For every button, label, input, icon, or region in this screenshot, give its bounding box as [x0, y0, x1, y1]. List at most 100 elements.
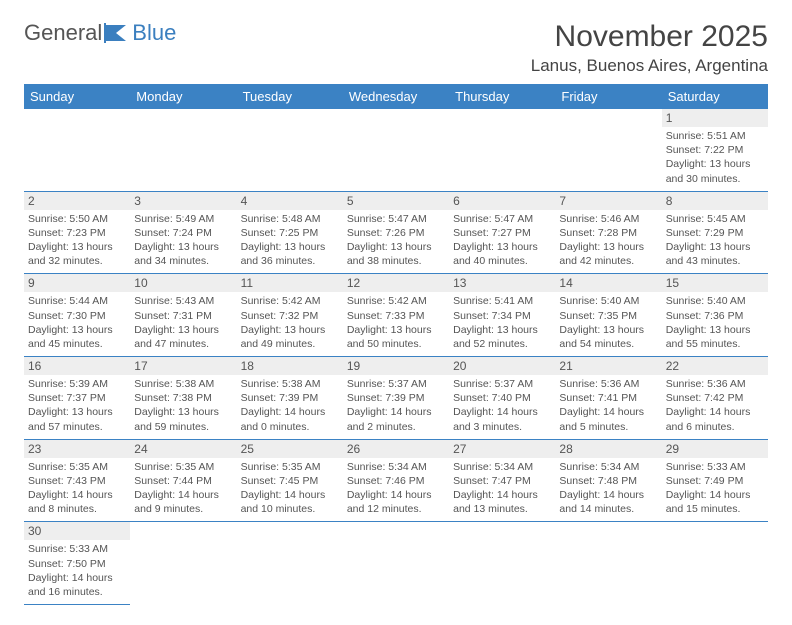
logo-text-left: General	[24, 20, 102, 46]
day-number: 18	[237, 357, 343, 375]
page-title: November 2025	[531, 20, 768, 54]
day-details: Sunrise: 5:44 AMSunset: 7:30 PMDaylight:…	[28, 294, 126, 351]
day-cell: 27 Sunrise: 5:34 AMSunset: 7:47 PMDayligh…	[449, 439, 555, 522]
day-number: 8	[662, 192, 768, 210]
day-details: Sunrise: 5:40 AMSunset: 7:36 PMDaylight:…	[666, 294, 764, 351]
logo-flag-icon	[104, 23, 130, 43]
day-number: 26	[343, 440, 449, 458]
day-number: 15	[662, 274, 768, 292]
day-number: 20	[449, 357, 555, 375]
weekday-header: Monday	[130, 84, 236, 109]
calendar-row: 30Sunrise: 5:33 AMSunset: 7:50 PMDayligh…	[24, 522, 768, 605]
day-number: 9	[24, 274, 130, 292]
calendar-table: Sunday Monday Tuesday Wednesday Thursday…	[24, 84, 768, 605]
empty-cell	[130, 109, 236, 191]
day-cell: 20 Sunrise: 5:37 AMSunset: 7:40 PMDayligh…	[449, 357, 555, 440]
day-number: 16	[24, 357, 130, 375]
day-cell: 8Sunrise: 5:45 AMSunset: 7:29 PMDaylight…	[662, 191, 768, 274]
day-cell: 14 Sunrise: 5:40 AMSunset: 7:35 PMDayligh…	[555, 274, 661, 357]
day-details: Sunrise: 5:37 AMSunset: 7:39 PMDaylight:…	[347, 377, 445, 434]
day-details: Sunrise: 5:41 AMSunset: 7:34 PMDaylight:…	[453, 294, 551, 351]
day-number: 12	[343, 274, 449, 292]
day-cell: 1 Sunrise: 5:51 AMSunset: 7:22 PMDaylight…	[662, 109, 768, 191]
day-number: 10	[130, 274, 236, 292]
day-cell: 6Sunrise: 5:47 AMSunset: 7:27 PMDaylight…	[449, 191, 555, 274]
day-number: 11	[237, 274, 343, 292]
day-cell: 3 Sunrise: 5:49 AMSunset: 7:24 PMDaylight…	[130, 191, 236, 274]
day-details: Sunrise: 5:47 AMSunset: 7:27 PMDaylight:…	[453, 212, 551, 269]
logo: General Blue	[24, 20, 176, 46]
day-cell: 5Sunrise: 5:47 AMSunset: 7:26 PMDaylight…	[343, 191, 449, 274]
day-cell: 13 Sunrise: 5:41 AMSunset: 7:34 PMDayligh…	[449, 274, 555, 357]
day-details: Sunrise: 5:38 AMSunset: 7:39 PMDaylight:…	[241, 377, 339, 434]
day-details: Sunrise: 5:33 AMSunset: 7:50 PMDaylight:…	[28, 542, 126, 599]
day-cell: 24Sunrise: 5:35 AMSunset: 7:44 PMDayligh…	[130, 439, 236, 522]
day-details: Sunrise: 5:51 AMSunset: 7:22 PMDaylight:…	[666, 129, 764, 186]
day-cell: 29Sunrise: 5:33 AMSunset: 7:49 PMDayligh…	[662, 439, 768, 522]
calendar-row: 9 Sunrise: 5:44 AMSunset: 7:30 PMDaylight…	[24, 274, 768, 357]
day-details: Sunrise: 5:35 AMSunset: 7:43 PMDaylight:…	[28, 460, 126, 517]
day-details: Sunrise: 5:33 AMSunset: 7:49 PMDaylight:…	[666, 460, 764, 517]
day-number: 27	[449, 440, 555, 458]
day-details: Sunrise: 5:35 AMSunset: 7:45 PMDaylight:…	[241, 460, 339, 517]
empty-cell	[343, 109, 449, 191]
day-details: Sunrise: 5:42 AMSunset: 7:33 PMDaylight:…	[347, 294, 445, 351]
day-details: Sunrise: 5:50 AMSunset: 7:23 PMDaylight:…	[28, 212, 126, 269]
day-number: 17	[130, 357, 236, 375]
empty-cell	[237, 522, 343, 605]
day-number: 4	[237, 192, 343, 210]
day-cell: 10 Sunrise: 5:43 AMSunset: 7:31 PMDayligh…	[130, 274, 236, 357]
day-number: 13	[449, 274, 555, 292]
day-details: Sunrise: 5:34 AMSunset: 7:47 PMDaylight:…	[453, 460, 551, 517]
day-number: 1	[662, 109, 768, 127]
day-number: 22	[662, 357, 768, 375]
day-number: 23	[24, 440, 130, 458]
weekday-header: Saturday	[662, 84, 768, 109]
day-details: Sunrise: 5:36 AMSunset: 7:42 PMDaylight:…	[666, 377, 764, 434]
empty-cell	[24, 109, 130, 191]
empty-cell	[449, 522, 555, 605]
empty-cell	[237, 109, 343, 191]
day-cell: 28Sunrise: 5:34 AMSunset: 7:48 PMDayligh…	[555, 439, 661, 522]
weekday-header: Friday	[555, 84, 661, 109]
day-details: Sunrise: 5:47 AMSunset: 7:26 PMDaylight:…	[347, 212, 445, 269]
day-details: Sunrise: 5:40 AMSunset: 7:35 PMDaylight:…	[559, 294, 657, 351]
day-number: 24	[130, 440, 236, 458]
day-cell: 23 Sunrise: 5:35 AMSunset: 7:43 PMDayligh…	[24, 439, 130, 522]
day-details: Sunrise: 5:43 AMSunset: 7:31 PMDaylight:…	[134, 294, 232, 351]
day-details: Sunrise: 5:48 AMSunset: 7:25 PMDaylight:…	[241, 212, 339, 269]
weekday-header: Thursday	[449, 84, 555, 109]
day-number: 14	[555, 274, 661, 292]
day-details: Sunrise: 5:49 AMSunset: 7:24 PMDaylight:…	[134, 212, 232, 269]
day-cell: 19 Sunrise: 5:37 AMSunset: 7:39 PMDayligh…	[343, 357, 449, 440]
calendar-row: 1 Sunrise: 5:51 AMSunset: 7:22 PMDaylight…	[24, 109, 768, 191]
day-cell: 22 Sunrise: 5:36 AMSunset: 7:42 PMDayligh…	[662, 357, 768, 440]
day-details: Sunrise: 5:39 AMSunset: 7:37 PMDaylight:…	[28, 377, 126, 434]
calendar-row: 16 Sunrise: 5:39 AMSunset: 7:37 PMDayligh…	[24, 357, 768, 440]
empty-cell	[555, 109, 661, 191]
day-details: Sunrise: 5:34 AMSunset: 7:46 PMDaylight:…	[347, 460, 445, 517]
weekday-header-row: Sunday Monday Tuesday Wednesday Thursday…	[24, 84, 768, 109]
day-cell: 17Sunrise: 5:38 AMSunset: 7:38 PMDayligh…	[130, 357, 236, 440]
day-number: 25	[237, 440, 343, 458]
day-number: 19	[343, 357, 449, 375]
day-number: 21	[555, 357, 661, 375]
empty-cell	[343, 522, 449, 605]
day-number: 2	[24, 192, 130, 210]
location-text: Lanus, Buenos Aires, Argentina	[531, 56, 768, 76]
weekday-header: Tuesday	[237, 84, 343, 109]
day-cell: 18 Sunrise: 5:38 AMSunset: 7:39 PMDayligh…	[237, 357, 343, 440]
day-number: 3	[130, 192, 236, 210]
day-details: Sunrise: 5:37 AMSunset: 7:40 PMDaylight:…	[453, 377, 551, 434]
empty-cell	[555, 522, 661, 605]
day-details: Sunrise: 5:34 AMSunset: 7:48 PMDaylight:…	[559, 460, 657, 517]
header: General Blue November 2025 Lanus, Buenos…	[24, 20, 768, 76]
calendar-row: 23 Sunrise: 5:35 AMSunset: 7:43 PMDayligh…	[24, 439, 768, 522]
day-cell: 7Sunrise: 5:46 AMSunset: 7:28 PMDaylight…	[555, 191, 661, 274]
day-cell: 4 Sunrise: 5:48 AMSunset: 7:25 PMDaylight…	[237, 191, 343, 274]
weekday-header: Sunday	[24, 84, 130, 109]
weekday-header: Wednesday	[343, 84, 449, 109]
day-details: Sunrise: 5:36 AMSunset: 7:41 PMDaylight:…	[559, 377, 657, 434]
day-cell: 11Sunrise: 5:42 AMSunset: 7:32 PMDayligh…	[237, 274, 343, 357]
day-cell: 26 Sunrise: 5:34 AMSunset: 7:46 PMDayligh…	[343, 439, 449, 522]
